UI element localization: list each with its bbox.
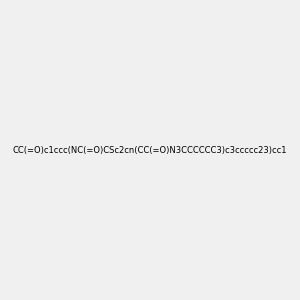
Text: CC(=O)c1ccc(NC(=O)CSc2cn(CC(=O)N3CCCCCC3)c3ccccc23)cc1: CC(=O)c1ccc(NC(=O)CSc2cn(CC(=O)N3CCCCCC3…	[13, 146, 287, 154]
